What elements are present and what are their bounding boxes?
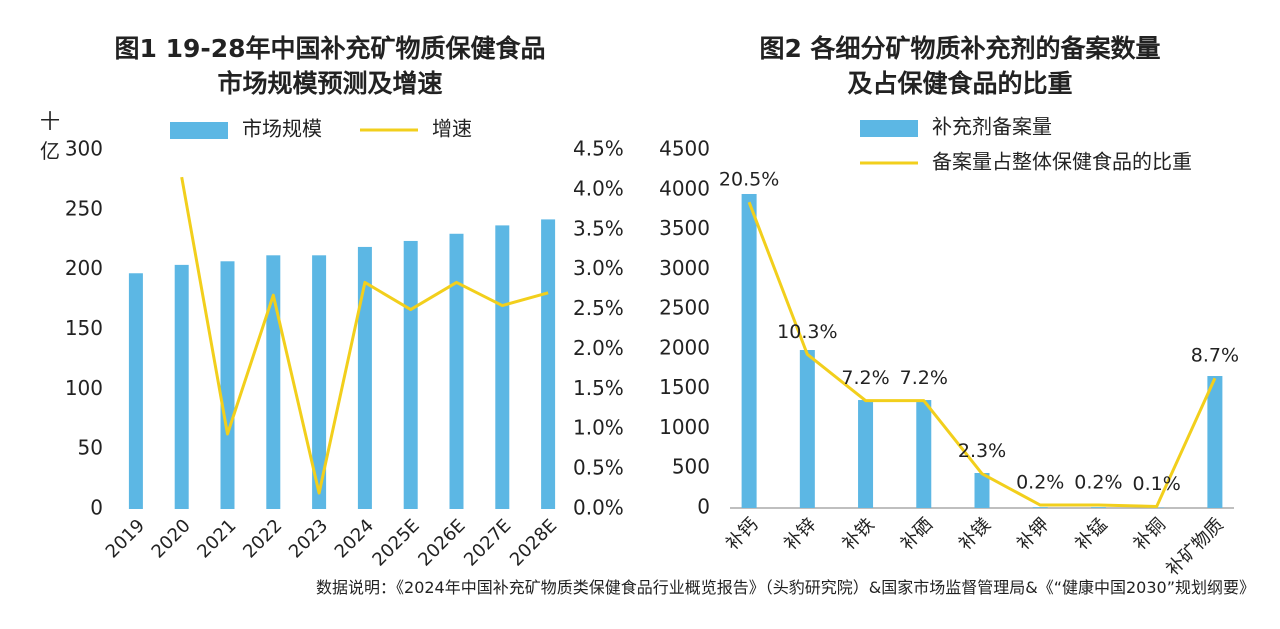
data-label: 7.2% <box>900 367 948 389</box>
bar <box>541 219 556 509</box>
y-tick-label: 4000 <box>659 176 710 200</box>
y2-tick-label: 2.0% <box>573 336 624 360</box>
chart-title: 图2 各细分矿物质补充剂的备案数量 <box>759 34 1160 63</box>
bar <box>449 233 464 509</box>
line-series <box>180 176 549 495</box>
y-tick-label: 50 <box>78 436 103 460</box>
y-tick-label: 150 <box>65 316 103 340</box>
x-tick-label: 补铁 <box>838 514 878 554</box>
data-label: 7.2% <box>841 367 889 389</box>
x-tick-label: 2023 <box>285 515 332 562</box>
y2-tick-label: 3.5% <box>573 216 624 240</box>
y-tick-label: 2500 <box>659 296 710 320</box>
legend-label: 市场规模 <box>242 117 322 141</box>
bar <box>1032 507 1048 508</box>
bar <box>220 261 235 509</box>
y-tick-label: 250 <box>65 196 103 220</box>
y2-tick-label: 0.5% <box>573 456 624 480</box>
y-tick-label: 3000 <box>659 256 710 280</box>
x-tick-label: 2028E <box>506 515 561 570</box>
bar <box>858 400 874 508</box>
y-tick-label: 0 <box>90 496 103 520</box>
legend-label: 备案量占整体保健食品的比重 <box>932 150 1192 174</box>
x-tick-label: 2026E <box>414 515 469 570</box>
y2-tick-label: 3.0% <box>573 256 624 280</box>
data-label: 20.5% <box>719 169 779 191</box>
data-label: 0.2% <box>1074 472 1122 494</box>
legend-swatch <box>170 122 228 139</box>
y2-tick-label: 1.0% <box>573 416 624 440</box>
data-label: 10.3% <box>777 321 837 343</box>
y-tick-label: 100 <box>65 376 103 400</box>
y-tick-label: 500 <box>672 455 710 479</box>
legend-swatch <box>860 120 918 137</box>
chart-title: 图1 19-28年中国补充矿物质保健食品 <box>114 34 545 63</box>
data-label: 0.1% <box>1133 473 1181 495</box>
x-tick-label: 2019 <box>102 515 149 562</box>
data-label: 0.2% <box>1016 472 1064 494</box>
x-tick-label: 补钾 <box>1013 514 1053 554</box>
y-tick-label: 4500 <box>659 137 710 161</box>
bar <box>403 240 418 510</box>
bar <box>916 400 932 508</box>
legend-label: 补充剂备案量 <box>932 115 1052 139</box>
bar <box>266 255 281 509</box>
y2-tick-label: 1.5% <box>573 376 624 400</box>
bar <box>974 472 990 508</box>
y-tick-label: 1000 <box>659 415 710 439</box>
y-tick-label: 0 <box>697 495 710 519</box>
x-tick-label: 补锰 <box>1071 514 1111 554</box>
bar <box>741 193 757 509</box>
bar <box>312 255 327 509</box>
x-tick-label: 补锌 <box>780 514 820 554</box>
chart-title: 市场规模预测及增速 <box>217 69 442 98</box>
x-tick-label: 补镁 <box>955 514 995 554</box>
source-note: 数据说明：《2024年中国补充矿物质类保健食品行业概览报告》（头豹研究院）&国家… <box>316 578 1255 597</box>
bar <box>1207 376 1223 508</box>
y-tick-label: 200 <box>65 256 103 280</box>
data-label: 8.7% <box>1191 345 1239 367</box>
x-tick-label: 补矿物质 <box>1162 514 1228 575</box>
x-tick-label: 2021 <box>193 515 240 562</box>
y-axis-label: 十亿 <box>40 109 60 163</box>
y2-tick-label: 4.5% <box>573 137 624 161</box>
x-tick-label: 2027E <box>460 515 515 570</box>
chart-title: 及占保健食品的比重 <box>847 69 1072 98</box>
bar <box>1090 507 1106 508</box>
y2-tick-label: 4.0% <box>573 176 624 200</box>
bar <box>495 225 510 509</box>
x-tick-label: 补铜 <box>1129 514 1169 554</box>
bar <box>174 264 189 509</box>
y-tick-label: 1500 <box>659 375 710 399</box>
bar <box>799 350 815 508</box>
x-tick-label: 2025E <box>368 515 423 570</box>
x-tick-label: 补硒 <box>897 514 937 554</box>
y-tick-label: 2000 <box>659 335 710 359</box>
y-tick-label: 3500 <box>659 216 710 240</box>
x-tick-label: 2022 <box>239 515 286 562</box>
line-series <box>747 201 1217 509</box>
legend-label: 增速 <box>432 117 472 141</box>
x-tick-label: 2020 <box>148 515 195 562</box>
y2-tick-label: 0.0% <box>573 496 624 520</box>
bar <box>357 246 372 509</box>
y2-tick-label: 2.5% <box>573 296 624 320</box>
bar <box>128 273 143 509</box>
y-tick-label: 300 <box>65 137 103 161</box>
data-label: 2.3% <box>958 440 1006 462</box>
x-tick-label: 补钙 <box>722 514 762 554</box>
